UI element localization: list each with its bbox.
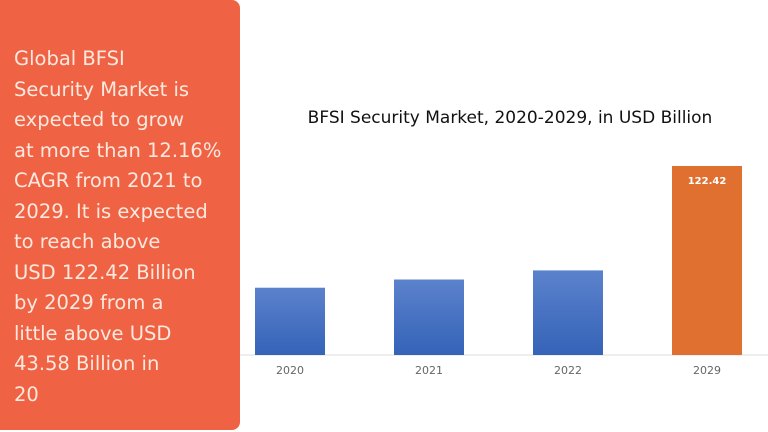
x-tick-label: 2029	[693, 364, 721, 377]
data-label: 122.42	[688, 176, 727, 187]
x-tick-label: 2022	[554, 364, 582, 377]
bar-2021	[394, 279, 464, 355]
x-tick-label: 2020	[276, 364, 304, 377]
summary-text: Global BFSI Security Market is expected …	[14, 47, 222, 406]
summary-panel: Global BFSI Security Market is expected …	[0, 0, 240, 430]
bar-2029	[672, 166, 742, 355]
x-tick-label: 2021	[415, 364, 443, 377]
bar-2022	[533, 270, 603, 355]
chart-title: BFSI Security Market, 2020-2029, in USD …	[307, 108, 713, 128]
bar-2020	[255, 287, 325, 355]
